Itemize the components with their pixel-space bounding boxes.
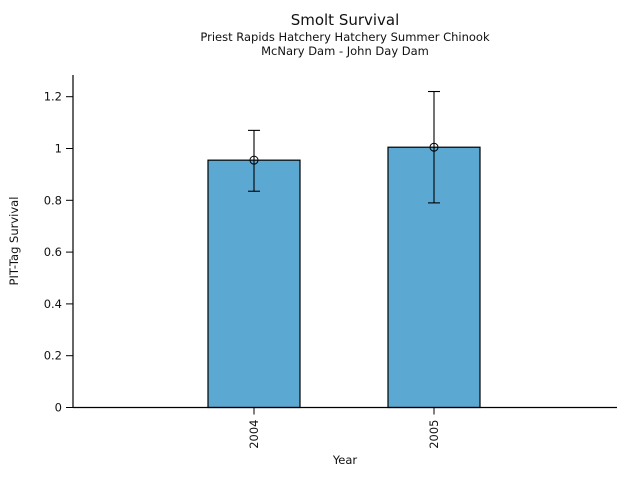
- point-marker-2005: [429, 142, 439, 152]
- x-tick-label: 2005: [427, 420, 441, 449]
- chart-title: Smolt Survival: [290, 11, 400, 29]
- y-axis-label: PIT-Tag Survival: [7, 196, 21, 286]
- chart-subtitle-line2: McNary Dam - John Day Dam: [261, 44, 429, 58]
- y-tick-label: 0.6: [44, 245, 62, 259]
- y-tick-label: 1.2: [44, 90, 62, 104]
- point-marker-2004: [249, 155, 259, 165]
- y-tick-label: 0.2: [44, 349, 62, 363]
- x-tick-label: 2004: [247, 420, 261, 449]
- y-tick-label: 0.4: [44, 297, 62, 311]
- bar-2004: [207, 159, 301, 409]
- y-tick-label: 0: [55, 401, 62, 415]
- x-axis-label: Year: [332, 453, 358, 467]
- chart-subtitle-line1: Priest Rapids Hatchery Hatchery Summer C…: [200, 30, 490, 44]
- y-tick-label: 0.8: [44, 193, 62, 207]
- y-tick-label: 1: [55, 142, 62, 156]
